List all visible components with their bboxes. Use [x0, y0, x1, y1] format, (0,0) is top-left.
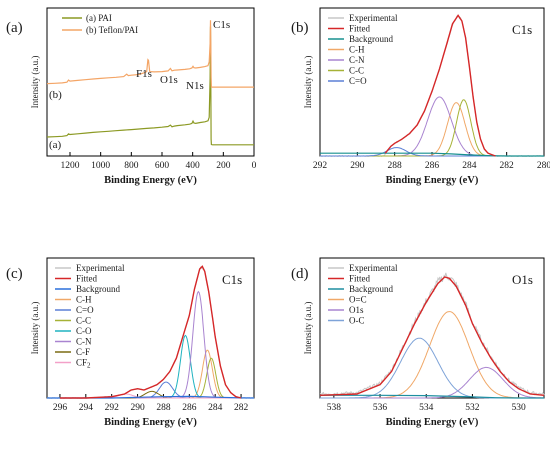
x-tick-label: 282 — [500, 161, 515, 171]
x-tick-label: 286 — [425, 161, 440, 171]
x-tick-label: 280 — [537, 161, 550, 171]
series-line-pai — [46, 26, 254, 146]
x-tick-label: 284 — [462, 161, 477, 171]
annotation-c1s: C1s — [213, 19, 230, 31]
x-tick-label: 284 — [208, 403, 223, 413]
x-tick-label: 538 — [327, 403, 342, 413]
x-tick-label: 600 — [155, 161, 170, 171]
legend-entry: Fitted — [349, 24, 371, 34]
legend-entry: C=O — [76, 305, 94, 315]
x-tick-label: 530 — [511, 403, 526, 413]
legend-entry: Fitted — [76, 274, 98, 284]
legend-entry: O1s — [349, 305, 364, 315]
legend-entry: O=C — [349, 295, 367, 305]
series-line-c-n — [320, 96, 544, 157]
legend-entry: C-H — [349, 45, 365, 55]
legend-entry: Experimental — [349, 13, 398, 23]
panel-a: 1200 1000 800 600 400 200 0 Binding Energy (eV)… — [6, 7, 257, 186]
legend-entry: CF2 — [76, 358, 91, 370]
y-axis-label: Intensity (a.u.) — [30, 56, 40, 109]
y-axis-label: Intensity (a.u.) — [303, 302, 313, 355]
legend-entry: C-F — [76, 347, 90, 357]
legend-entry: (a) PAI — [86, 13, 112, 23]
x-tick-label: 1200 — [61, 161, 80, 171]
panel-c: 296 294 292 290 288 286 284 282 Binding Energy (… — [6, 257, 255, 428]
legend-entry: C-C — [76, 316, 91, 326]
legend-entry: (b) Teflon/PAI — [86, 25, 138, 35]
x-tick-label: 532 — [465, 403, 480, 413]
annotation-f1s: F1s — [136, 68, 152, 80]
y-axis-label: Intensity (a.u.) — [303, 56, 313, 109]
x-axis-label: Binding Energy (eV) — [104, 175, 197, 186]
x-tick-label: 282 — [234, 403, 249, 413]
legend: ExperimentalFittedBackgroundC-HC=OC-CC-O… — [55, 263, 125, 370]
legend-entry: Experimental — [349, 263, 398, 273]
legend-entry: Background — [349, 284, 393, 294]
legend-entry: C-O — [76, 326, 92, 336]
plot-frame — [46, 7, 255, 157]
peak-label: C1s — [512, 22, 532, 37]
legend-entry: C-N — [76, 337, 92, 347]
x-tick-label: 290 — [130, 403, 145, 413]
x-tick-label: 0 — [252, 161, 257, 171]
x-tick-label: 800 — [124, 161, 139, 171]
x-tick-label: 534 — [419, 403, 434, 413]
x-axis-label: Binding Energy (eV) — [104, 417, 197, 428]
legend-entry: C-N — [349, 55, 365, 65]
legend-entry: C-C — [349, 66, 364, 76]
annotation-a: (a) — [49, 139, 62, 151]
x-tick-label: 292 — [313, 161, 328, 171]
x-tick-label: 400 — [186, 161, 201, 171]
series-line-teflon-pai — [46, 20, 254, 88]
annotation-n1s: N1s — [186, 80, 204, 92]
x-axis-label: Binding Energy (eV) — [386, 175, 479, 186]
series-line-background — [320, 394, 544, 399]
series-line-fitted — [319, 276, 545, 396]
panel-letter: (a) — [6, 20, 23, 36]
x-tick-label: 200 — [216, 161, 231, 171]
x-tick-label: 536 — [373, 403, 388, 413]
series-line-background — [320, 152, 544, 157]
y-axis-label: Intensity (a.u.) — [30, 302, 40, 355]
x-tick-label: 296 — [53, 403, 68, 413]
series-line-fitted — [59, 265, 242, 399]
legend-entry: Background — [349, 34, 393, 44]
legend: (a) PAI (b) Teflon/PAI — [62, 13, 138, 35]
series-line-c-o — [47, 381, 254, 399]
x-tick-label: 288 — [156, 403, 171, 413]
x-tick-label: 290 — [350, 161, 365, 171]
peak-label: C1s — [222, 272, 242, 287]
x-tick-label: 292 — [105, 403, 120, 413]
panel-letter: (b) — [291, 20, 309, 36]
peak-label: O1s — [512, 272, 533, 287]
annotation-b: (b) — [49, 89, 62, 101]
series-line-background — [47, 395, 255, 399]
series-line-c-h — [320, 102, 544, 157]
panel-b: 292 290 288 286 284 282 280 Binding Energy (eV)… — [291, 7, 550, 186]
legend-entry: Background — [76, 284, 120, 294]
annotation-o1s: O1s — [160, 74, 178, 86]
panel-letter: (c) — [6, 266, 23, 282]
series-line-o-c — [320, 337, 544, 399]
legend-entry: Experimental — [76, 263, 125, 273]
x-axis-label: Binding Energy (eV) — [386, 417, 479, 428]
legend-entry: Fitted — [349, 274, 371, 284]
panel-letter: (d) — [291, 266, 309, 282]
legend-entry: C=O — [349, 76, 367, 86]
x-tick-label: 294 — [79, 403, 94, 413]
legend-entry: C-H — [76, 295, 92, 305]
legend-entry: O-C — [349, 316, 365, 326]
x-tick-label: 286 — [182, 403, 197, 413]
series-line-fitted — [384, 14, 496, 157]
x-tick-label: 288 — [388, 161, 403, 171]
panel-d: 538 536 534 532 530 Binding Energy (eV) Intens… — [291, 257, 545, 428]
x-tick-label: 1000 — [91, 161, 110, 171]
